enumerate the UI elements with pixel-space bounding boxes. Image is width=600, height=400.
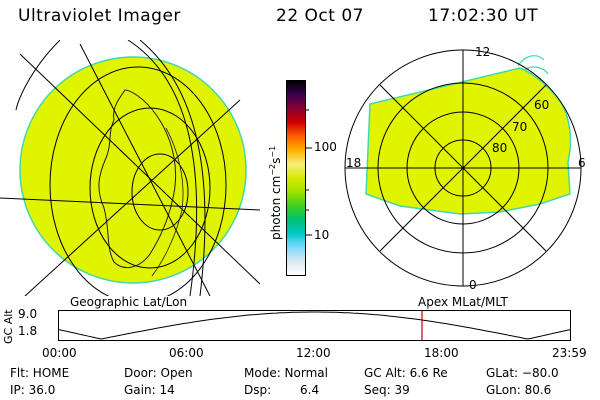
instrument-title: Ultraviolet Imager — [18, 6, 181, 26]
time-tick-1: 06:00 — [169, 346, 204, 360]
altitude-max: 9.0 — [18, 307, 38, 321]
gc-altitude: GC Alt: 6.6 Re — [364, 366, 448, 380]
mlt-label-6: 6 — [578, 156, 586, 170]
time-tick-0: 00:00 — [42, 346, 77, 360]
geographic-projection-label: Geographic Lat/Lon — [70, 295, 188, 309]
mlt-label-0: 0 — [469, 278, 477, 292]
image-time: 17:02:30 UT — [428, 6, 539, 26]
color-scale-bar — [286, 80, 306, 276]
mlat-label-70: 70 — [512, 120, 528, 134]
mlat-label-80: 80 — [492, 141, 508, 155]
sequence-number: Seq: 39 — [364, 383, 410, 397]
coastline — [98, 89, 177, 269]
image-date: 22 Oct 07 — [276, 6, 364, 26]
altitude-axis-label: GC Alt — [2, 309, 15, 344]
apex-projection-label: Apex MLat/MLT — [418, 295, 508, 309]
orbit-altitude-timeline — [58, 310, 571, 341]
mode-value: Mode: Normal — [244, 366, 328, 380]
colorbar-ticks — [306, 109, 312, 236]
geo-latitude: GLat: −80.0 — [486, 366, 559, 380]
time-tick-3: 18:00 — [424, 346, 459, 360]
altitude-curve — [58, 311, 571, 340]
geo-longitude: GLon: 80.6 — [486, 383, 552, 397]
dsp-label: Dsp: — [244, 383, 272, 397]
mlt-label-18: 18 — [346, 156, 362, 170]
colorbar-tick-100: 100 — [314, 140, 337, 154]
time-tick-4: 23:59 — [552, 346, 587, 360]
mlt-label-12: 12 — [475, 45, 491, 59]
colorbar-unit-label: photon cm−2s−1 — [268, 145, 283, 240]
magnetic-polar-plot — [344, 49, 582, 287]
geographic-image — [0, 40, 260, 296]
time-tick-2: 12:00 — [296, 346, 331, 360]
gain-value: Gain: 14 — [124, 383, 175, 397]
dsp-value: 6.4 — [300, 383, 320, 397]
flight-mode: Flt: HOME — [10, 366, 70, 380]
altitude-min: 1.8 — [18, 324, 38, 338]
colorbar-tick-10: 10 — [314, 228, 330, 242]
door-status: Door: Open — [124, 366, 193, 380]
ip-value: IP: 36.0 — [10, 383, 56, 397]
mlat-label-60: 60 — [534, 98, 550, 112]
